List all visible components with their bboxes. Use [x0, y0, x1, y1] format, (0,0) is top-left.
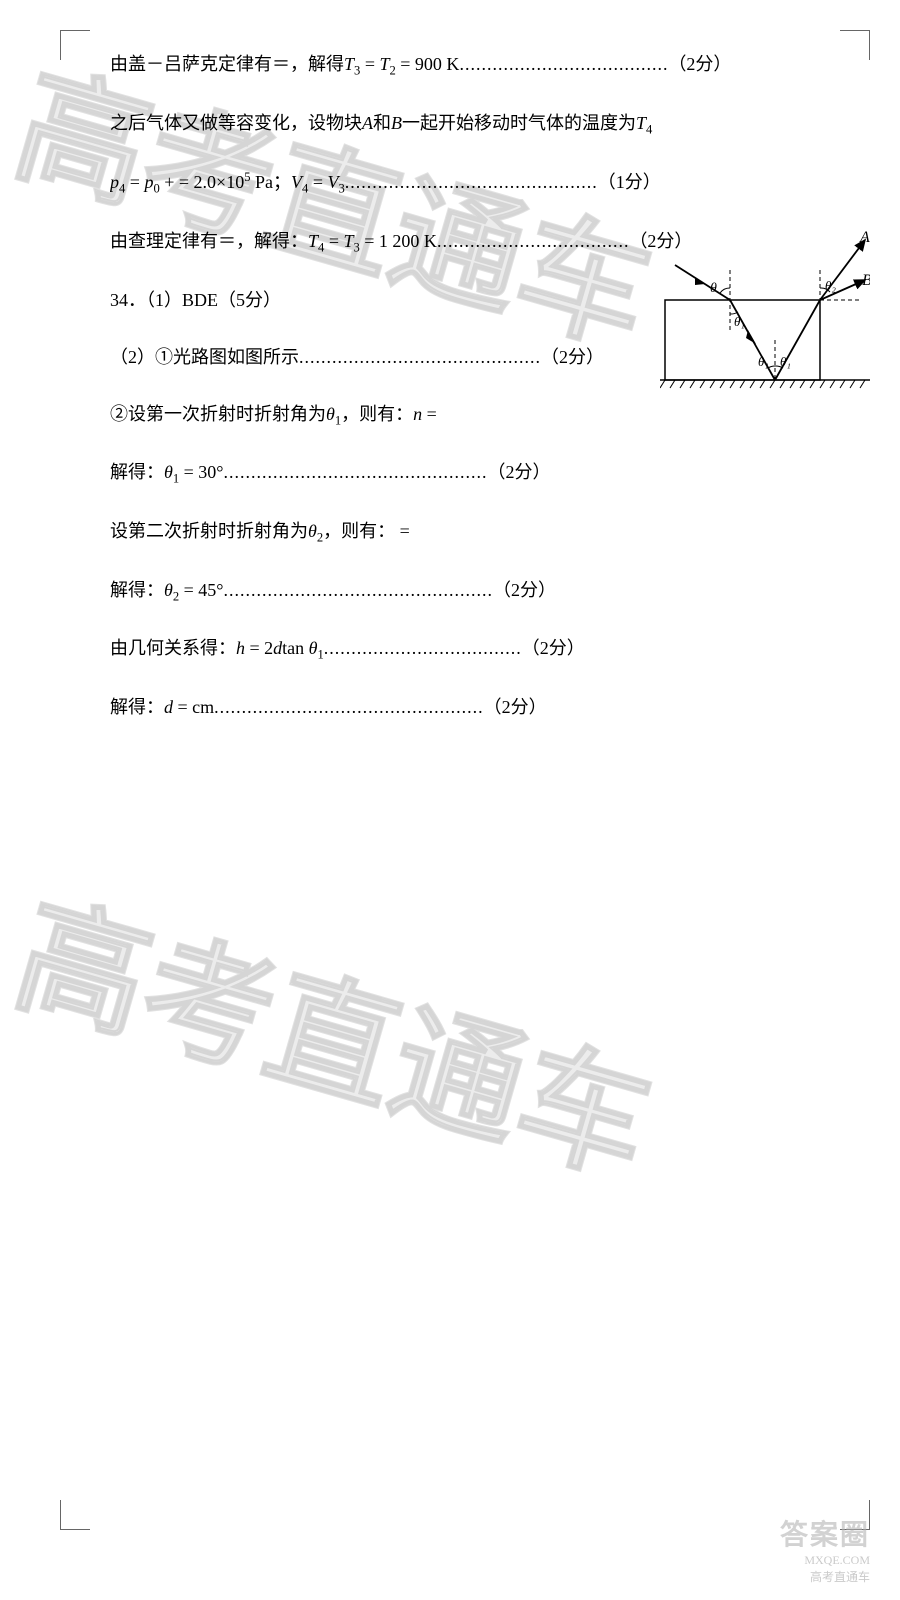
angle-arc [720, 288, 730, 293]
text: = [422, 404, 437, 424]
var: θ [309, 638, 318, 658]
points: （2分） [484, 697, 547, 717]
brand-sub: 高考直通车 [780, 1568, 870, 1585]
text: 由查理定律有＝，解得： [110, 231, 308, 251]
text: = [360, 54, 379, 74]
text: Pa； [251, 172, 292, 192]
var: n [413, 404, 422, 424]
var: p [110, 172, 119, 192]
text: 34．（1）BDE（5分） [110, 290, 281, 310]
angle-arc [768, 366, 775, 368]
text: = 1 200 K [360, 231, 437, 251]
text: = 900 K [396, 54, 460, 74]
dots: .................................... [324, 638, 522, 658]
label-b: B [862, 272, 870, 289]
label-theta: θ [710, 281, 717, 296]
text: + = 2.0×10 [160, 172, 244, 192]
var: h [236, 638, 245, 658]
brand-url: MXQE.COM [780, 1553, 870, 1568]
var: T [344, 54, 354, 74]
text-line: 之后气体又做等容变化，设物块A和B一起开始移动时气体的温度为T4 [110, 109, 800, 140]
var: T [379, 54, 389, 74]
ground-hatch [660, 380, 870, 388]
dots: ........................................… [224, 580, 494, 600]
text: 一起开始移动时气体的温度为 [402, 113, 636, 133]
points: （2分） [493, 580, 556, 600]
text-line: 解得：d = cm...............................… [110, 693, 800, 722]
text: = cm [173, 697, 214, 717]
text-line: p4 = p0 + = 2.0×105 Pa；V4 = V3..........… [110, 167, 800, 199]
var: A [362, 113, 373, 133]
text: 之后气体又做等容变化，设物块 [110, 113, 362, 133]
text: 由几何关系得： [110, 638, 236, 658]
text: = 2 [245, 638, 273, 658]
text: = [125, 172, 144, 192]
text: ②设第一次折射时折射角为 [110, 404, 326, 424]
dots: ........................................… [214, 697, 484, 717]
points: （2分） [488, 462, 551, 482]
label-theta1: θ₁ [734, 314, 745, 329]
var: d [273, 638, 282, 658]
var: V [291, 172, 302, 192]
dots: ................................... [437, 231, 630, 251]
dots: ........................................… [345, 172, 598, 192]
text: 解得： [110, 462, 164, 482]
var: θ [326, 404, 335, 424]
text: = 45° [179, 580, 223, 600]
var: B [391, 113, 402, 133]
var: d [164, 697, 173, 717]
text: 由盖－吕萨克定律有＝，解得 [110, 54, 344, 74]
text: tan [282, 638, 309, 658]
text: = [308, 172, 327, 192]
text: 解得： [110, 697, 164, 717]
text: = 30° [179, 462, 223, 482]
label-theta1: θ₁ [780, 354, 791, 369]
footer-branding: 答案圈 MXQE.COM 高考直通车 [780, 1513, 870, 1585]
text: 解得： [110, 580, 164, 600]
sub: 4 [646, 122, 652, 136]
optics-diagram: A B θ θ₁ θ₁ θ₁ θ₂ [660, 230, 870, 430]
dots: ........................................… [299, 347, 541, 367]
dots: ...................................... [459, 54, 668, 74]
var: θ [164, 580, 173, 600]
var: V [327, 172, 338, 192]
label-a: A [859, 230, 870, 246]
points: （2分） [541, 347, 604, 367]
var: T [636, 113, 646, 133]
text: ，则有： [341, 404, 413, 424]
label-theta2: θ₂ [825, 278, 836, 293]
points: （2分） [522, 638, 585, 658]
text: ，则有： = [323, 521, 410, 541]
text-line: 解得：θ2 = 45°.............................… [110, 576, 800, 607]
var: T [343, 231, 353, 251]
corner-mark-bl [60, 1500, 90, 1530]
text: = [324, 231, 343, 251]
points: （1分） [598, 172, 661, 192]
text-line: 解得：θ1 = 30°.............................… [110, 458, 800, 489]
dots: ........................................… [224, 462, 488, 482]
label-theta1: θ₁ [758, 354, 769, 369]
text-line: 由盖－吕萨克定律有＝，解得T3 = T2 = 900 K............… [110, 50, 800, 81]
var: θ [164, 462, 173, 482]
arrow-icon [746, 330, 756, 344]
watermark-bottom: 高考直通车 [0, 850, 675, 1210]
brand-text: 答案圈 [780, 1513, 870, 1553]
points: （2分） [668, 54, 731, 74]
text-line: 由几何关系得：h = 2dtan θ1.....................… [110, 634, 800, 665]
text: 和 [373, 113, 391, 133]
text-line: 设第二次折射时折射角为θ2，则有： = [110, 517, 800, 548]
var: T [308, 231, 318, 251]
arrow-icon [695, 277, 705, 285]
text: 设第二次折射时折射角为 [110, 521, 308, 541]
text: （2）①光路图如图所示 [110, 347, 299, 367]
var: θ [308, 521, 317, 541]
